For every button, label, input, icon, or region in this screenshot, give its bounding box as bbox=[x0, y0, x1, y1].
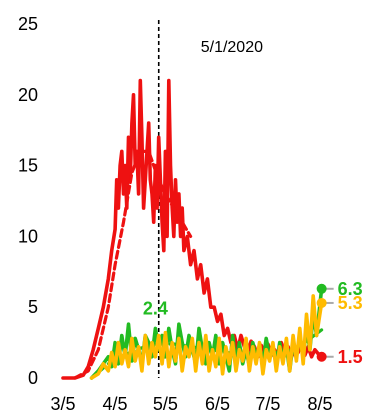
series-end-dot bbox=[316, 297, 327, 308]
y-axis-ticks: 0 5 10 15 20 25 bbox=[18, 14, 38, 388]
series-end-dot bbox=[316, 283, 327, 294]
y-tick-label: 0 bbox=[28, 368, 38, 388]
y-tick-label: 20 bbox=[18, 85, 38, 105]
y-tick-label: 5 bbox=[28, 297, 38, 317]
x-tick-label: 5/5 bbox=[153, 394, 178, 414]
x-tick-label: 3/5 bbox=[50, 394, 75, 414]
date-marker-label: 5/1/2020 bbox=[201, 39, 263, 56]
series-annotation: 2.4 bbox=[143, 298, 168, 318]
series-layer bbox=[61, 78, 324, 380]
series-line-4 bbox=[89, 294, 324, 380]
x-tick-label: 4/5 bbox=[103, 394, 128, 414]
series-end-label: 6.3 bbox=[338, 279, 363, 299]
annotation-layer: 2.4 bbox=[143, 298, 168, 318]
x-tick-label: 8/5 bbox=[307, 394, 332, 414]
y-tick-label: 10 bbox=[18, 226, 38, 246]
series-line-2 bbox=[89, 286, 324, 380]
y-tick-label: 15 bbox=[18, 156, 38, 176]
x-tick-label: 7/5 bbox=[255, 394, 280, 414]
y-tick-label: 25 bbox=[18, 14, 38, 34]
end-label-layer: 1.5 6.35.3 bbox=[316, 279, 363, 367]
series-line-1 bbox=[73, 149, 193, 380]
x-tick-label: 6/5 bbox=[205, 394, 230, 414]
series-end-dot bbox=[316, 351, 327, 362]
series-end-label: 1.5 bbox=[338, 347, 363, 367]
series-end-label: 5.3 bbox=[338, 293, 363, 313]
x-axis-ticks: 3/5 4/5 5/5 6/5 7/5 8/5 bbox=[50, 394, 332, 414]
